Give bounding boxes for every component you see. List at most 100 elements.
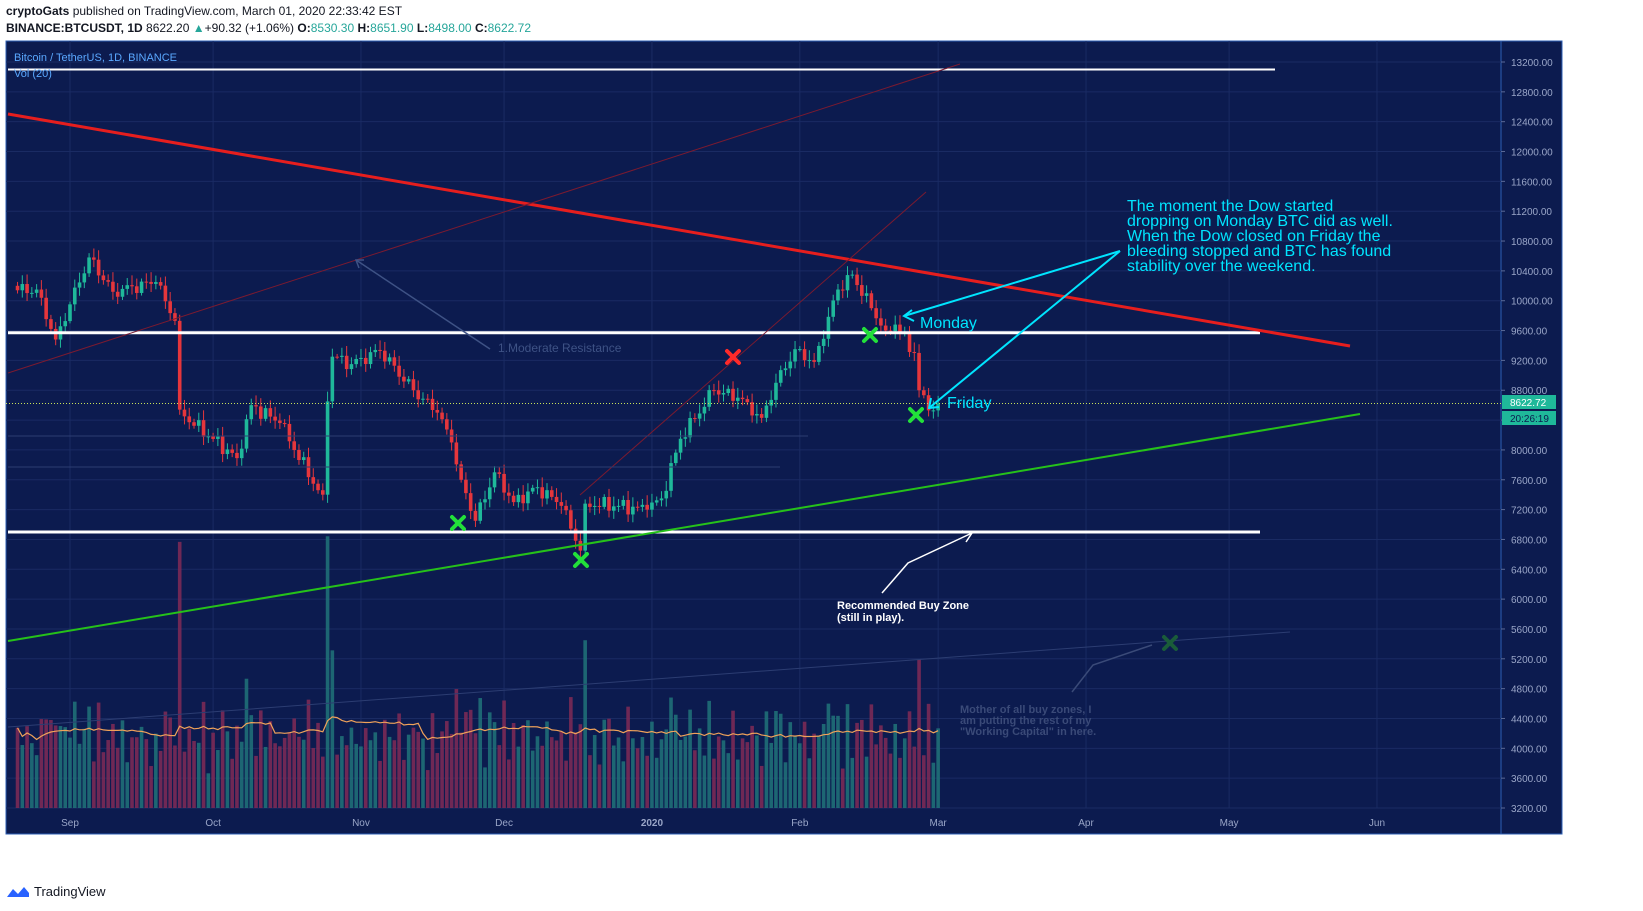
time-axis[interactable]: Sep Oct Nov Dec 2020 Feb Mar Apr May Jun xyxy=(61,818,1385,829)
candle-body xyxy=(611,506,616,511)
candle-body xyxy=(301,457,306,461)
candle-body xyxy=(860,285,864,296)
dow-note: The moment the Dow started dropping on M… xyxy=(1127,198,1393,275)
candle-body xyxy=(807,360,812,362)
volume-bar xyxy=(254,755,258,808)
volume-bar xyxy=(68,737,72,808)
volume-bar xyxy=(373,732,378,808)
candle-body xyxy=(216,436,220,439)
mother-zone-note: Mother of all buy zones, I am putting th… xyxy=(960,704,1096,738)
volume-bar xyxy=(20,745,25,808)
volume-bar xyxy=(731,710,735,808)
volume-bar xyxy=(378,760,382,808)
volume-bar xyxy=(416,731,421,808)
symbol-label: BINANCE:BTCUSDT, 1D xyxy=(6,21,143,35)
last-price-tag xyxy=(1502,395,1556,409)
candle-body xyxy=(907,332,912,353)
svg-text:am putting the rest of my: am putting the rest of my xyxy=(960,715,1092,727)
volume-bar xyxy=(879,725,883,808)
series-legend[interactable]: Bitcoin / TetherUS, 1D, BINANCE xyxy=(14,52,177,64)
volume-bar xyxy=(120,720,125,808)
candle-body xyxy=(440,412,444,420)
candle-body xyxy=(316,483,320,491)
candle-body xyxy=(30,292,34,294)
candle-body xyxy=(225,449,230,455)
svg-text:dropping on Monday BTC did as: dropping on Monday BTC did as well. xyxy=(1127,213,1393,230)
buy-marker-icon xyxy=(450,515,466,531)
candle-body xyxy=(707,390,711,407)
price-tick-label: 5600.00 xyxy=(1511,625,1548,636)
countdown-tag-text: 20:26:19 xyxy=(1510,414,1549,425)
publish-date: published on TradingView.com, March 01, … xyxy=(72,4,403,18)
volume-bar xyxy=(383,719,387,808)
candle-body xyxy=(926,395,931,411)
last-price-tag-text: 8622.72 xyxy=(1510,398,1547,409)
price-axis[interactable]: 13200.00 12800.00 12400.00 12000.00 11600.00… xyxy=(1501,58,1553,815)
volume-bar xyxy=(907,711,912,808)
candle-body xyxy=(421,398,425,400)
volume-bar xyxy=(411,727,416,808)
volume-bar xyxy=(492,722,497,808)
candle-body xyxy=(15,285,20,291)
volume-legend[interactable]: Vol (20) xyxy=(14,68,52,80)
candle-body xyxy=(673,452,678,464)
author-name[interactable]: cryptoGats xyxy=(6,4,70,18)
candle-body xyxy=(468,493,473,511)
candle-body xyxy=(697,413,702,419)
volume-bar xyxy=(788,722,793,808)
buy-marker-icon xyxy=(862,327,878,343)
x-stroke xyxy=(725,349,741,365)
candle-body xyxy=(583,503,587,551)
candle-body xyxy=(335,356,339,358)
volume-bar xyxy=(807,758,812,808)
x-stroke xyxy=(573,552,589,568)
candle-body xyxy=(397,365,401,377)
candle-body xyxy=(898,324,902,333)
volume-bar xyxy=(678,739,683,808)
volume-bar xyxy=(354,743,358,808)
x-stroke xyxy=(908,407,924,423)
candle-body xyxy=(788,361,793,369)
volume-bar xyxy=(268,721,273,808)
volume-bar xyxy=(526,720,530,808)
volume-bar xyxy=(745,742,750,808)
candle-body xyxy=(521,494,525,504)
candle-body xyxy=(454,442,459,465)
price-tick-label: 12400.00 xyxy=(1511,118,1553,129)
candle-body xyxy=(535,487,540,489)
resistance-trendline xyxy=(7,112,1351,348)
price-tick-label: 8000.00 xyxy=(1511,446,1548,457)
price-chart[interactable]: 13200.00 12800.00 12400.00 12000.00 11600.00… xyxy=(0,40,1643,876)
volume-bar xyxy=(693,750,697,808)
volume-bar xyxy=(44,719,48,808)
candle-body xyxy=(168,301,172,314)
mother-zone-arrow xyxy=(1071,644,1153,693)
volume-bar xyxy=(211,732,215,808)
candle-body xyxy=(392,357,397,366)
volume-bar xyxy=(821,723,826,808)
volume-bar xyxy=(177,541,182,808)
time-tick-label: Jun xyxy=(1369,818,1385,829)
volume-bar xyxy=(292,718,296,808)
volume-bar xyxy=(154,733,158,808)
candle-body xyxy=(311,477,316,484)
volume-bar xyxy=(893,723,898,808)
high-value: 8651.90 xyxy=(370,21,414,35)
resistance-channel-line xyxy=(7,63,961,374)
time-tick-label: 2020 xyxy=(641,818,664,829)
volume-bar xyxy=(530,750,535,808)
candle-body xyxy=(144,281,149,283)
svg-text:Recommended Buy Zone: Recommended Buy Zone xyxy=(837,600,969,612)
volume-bar xyxy=(721,740,726,808)
candle-body xyxy=(254,405,258,407)
time-tick-label: Feb xyxy=(791,818,809,829)
candle-body xyxy=(406,379,411,382)
volume-bar xyxy=(850,757,855,808)
footer-brand[interactable]: TradingView xyxy=(6,884,106,899)
candle-body xyxy=(321,490,325,495)
candle-body xyxy=(211,436,215,439)
candle-body xyxy=(726,388,731,394)
volume-bar xyxy=(468,709,473,808)
price-tick-label: 9200.00 xyxy=(1511,356,1548,367)
volume-bar xyxy=(58,726,63,808)
